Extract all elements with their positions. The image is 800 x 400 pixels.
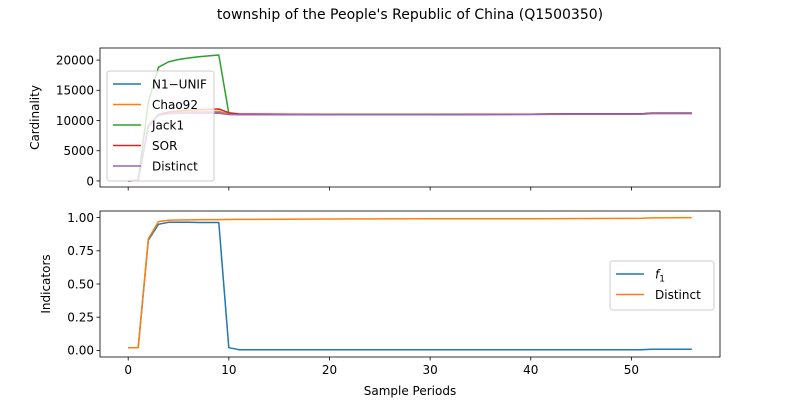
x-axis-label: Sample Periods: [364, 384, 456, 398]
y-axis-label: Cardinality: [28, 85, 42, 150]
panel-1: 0 5000 10000 15000 20000 Cardinality N1−UNIF Ch…: [28, 47, 721, 191]
legend-label: f1: [655, 268, 665, 285]
legend-label: Distinct: [152, 160, 198, 174]
panel-2: 0 10 20 30 40 50 0.00 0.25 0.50 0.75 1.00 Indicator…: [39, 210, 721, 398]
series-line-f_1: [128, 221, 692, 351]
figure-title: township of the People's Republic of Chi…: [217, 7, 603, 23]
y-tick-label: 0.75: [67, 244, 94, 258]
legend-label: Chao92: [152, 98, 198, 112]
y-tick-label: 1.00: [67, 211, 94, 225]
legend: f1 Distinct: [609, 260, 715, 311]
legend-label: SOR: [152, 139, 177, 153]
x-tick-label: 30: [422, 363, 437, 377]
legend-label: N1−UNIF: [152, 78, 207, 92]
legend-label: Jack1: [151, 119, 184, 133]
legend-box: [106, 70, 215, 182]
x-tick-label: 40: [523, 363, 538, 377]
plot-frame: [99, 47, 721, 188]
x-tick-label: 20: [322, 363, 337, 377]
y-tick-label: 5000: [63, 144, 94, 158]
y-tick-label: 0: [86, 174, 94, 188]
legend-box: [609, 260, 715, 311]
panels: 0 5000 10000 15000 20000 Cardinality N1−UNIF Ch…: [28, 47, 721, 398]
legend-label: Distinct: [655, 288, 701, 302]
y-tick-label: 0.25: [67, 310, 94, 324]
y-tick-label: 10000: [56, 114, 94, 128]
x-tick-label: 10: [221, 363, 236, 377]
series-line-Distinct: [128, 216, 692, 349]
y-tick-label: 15000: [56, 84, 94, 98]
x-tick-label: 50: [624, 363, 639, 377]
legend: N1−UNIF Chao92 Jack1 SOR Distinct: [106, 70, 215, 182]
y-axis-label: Indicators: [39, 254, 53, 313]
y-tick-label: 0.50: [67, 277, 94, 291]
x-tick-label: 0: [124, 363, 132, 377]
y-tick-label: 0.00: [67, 344, 94, 358]
y-tick-label: 20000: [56, 53, 94, 67]
